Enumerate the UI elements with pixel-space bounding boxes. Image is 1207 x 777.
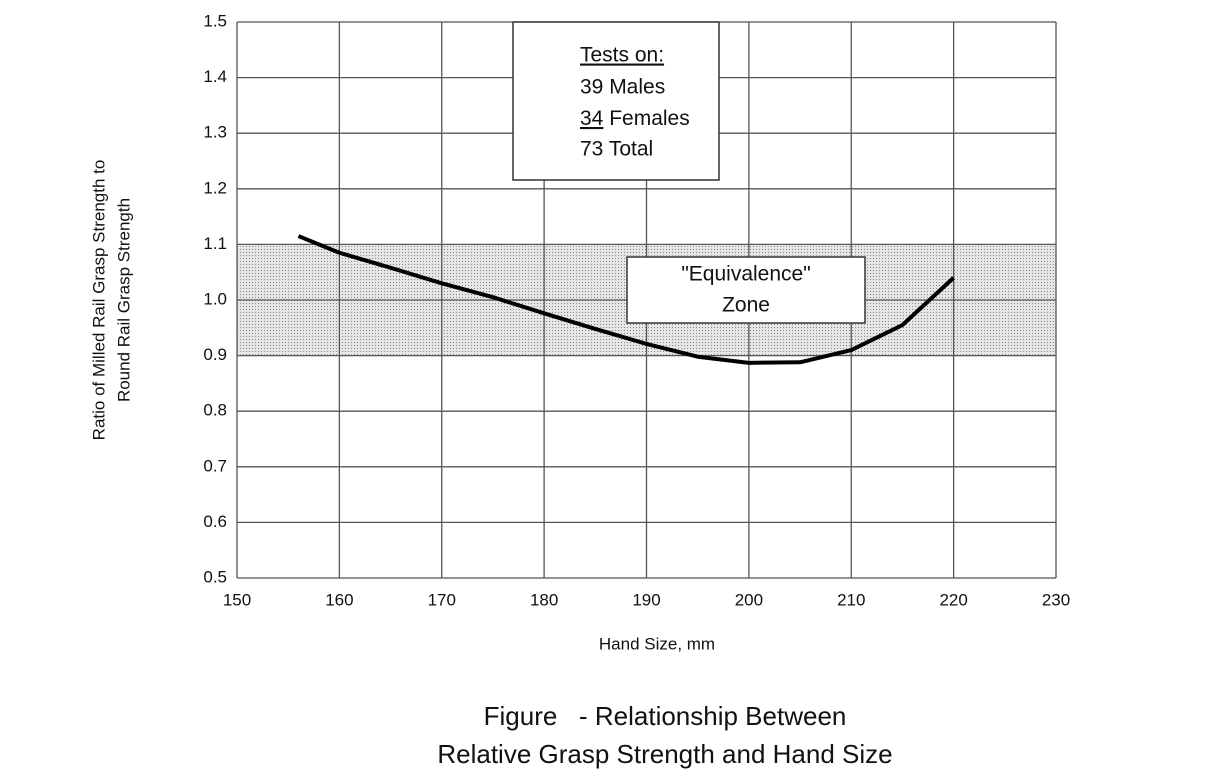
zone-box [626,256,866,324]
tests-total: 73 Total [580,138,653,161]
zone-label: "Equivalence" [681,263,810,286]
y-tick-label: 0.8 [203,401,227,420]
y-tick-label: 1.1 [203,234,227,253]
x-tick-label: 210 [837,590,865,609]
caption: Relative Grasp Strength and Hand Size [437,739,892,769]
tests-box [512,21,720,181]
y-tick-label: 1.0 [203,289,227,308]
tests-heading: Tests on: [580,44,664,67]
data-line [297,234,955,365]
zone-label: Zone [722,294,770,317]
x-tick-label: 180 [530,590,558,609]
females-label: Females [609,107,690,130]
females-count: 34 [580,107,604,130]
x-tick-label: 230 [1042,590,1070,609]
y-tick-label: 0.5 [203,567,227,586]
tests-females: 34 Females [580,107,690,130]
y-tick-label: 1.4 [203,67,227,86]
x-tick-label: 200 [735,590,763,609]
x-tick-label: 170 [428,590,456,609]
y-tick-label: 0.9 [203,345,227,364]
y-axis-label: Ratio of Milled Rail Grasp Strength to [89,160,108,441]
y-tick-label: 1.5 [203,11,227,30]
y-axis-label: Round Rail Grasp Strength [114,198,133,402]
y-tick-label: 1.2 [203,178,227,197]
x-tick-label: 220 [939,590,967,609]
y-tick-label: 1.3 [203,123,227,142]
x-tick-label: 190 [632,590,660,609]
tests-males: 39 Males [580,76,665,99]
x-tick-label: 150 [223,590,251,609]
y-tick-label: 0.7 [203,456,227,475]
y-tick-label: 0.6 [203,512,227,531]
x-axis-label: Hand Size, mm [599,634,715,653]
caption: Figure - Relationship Between [484,701,847,731]
x-tick-label: 160 [325,590,353,609]
